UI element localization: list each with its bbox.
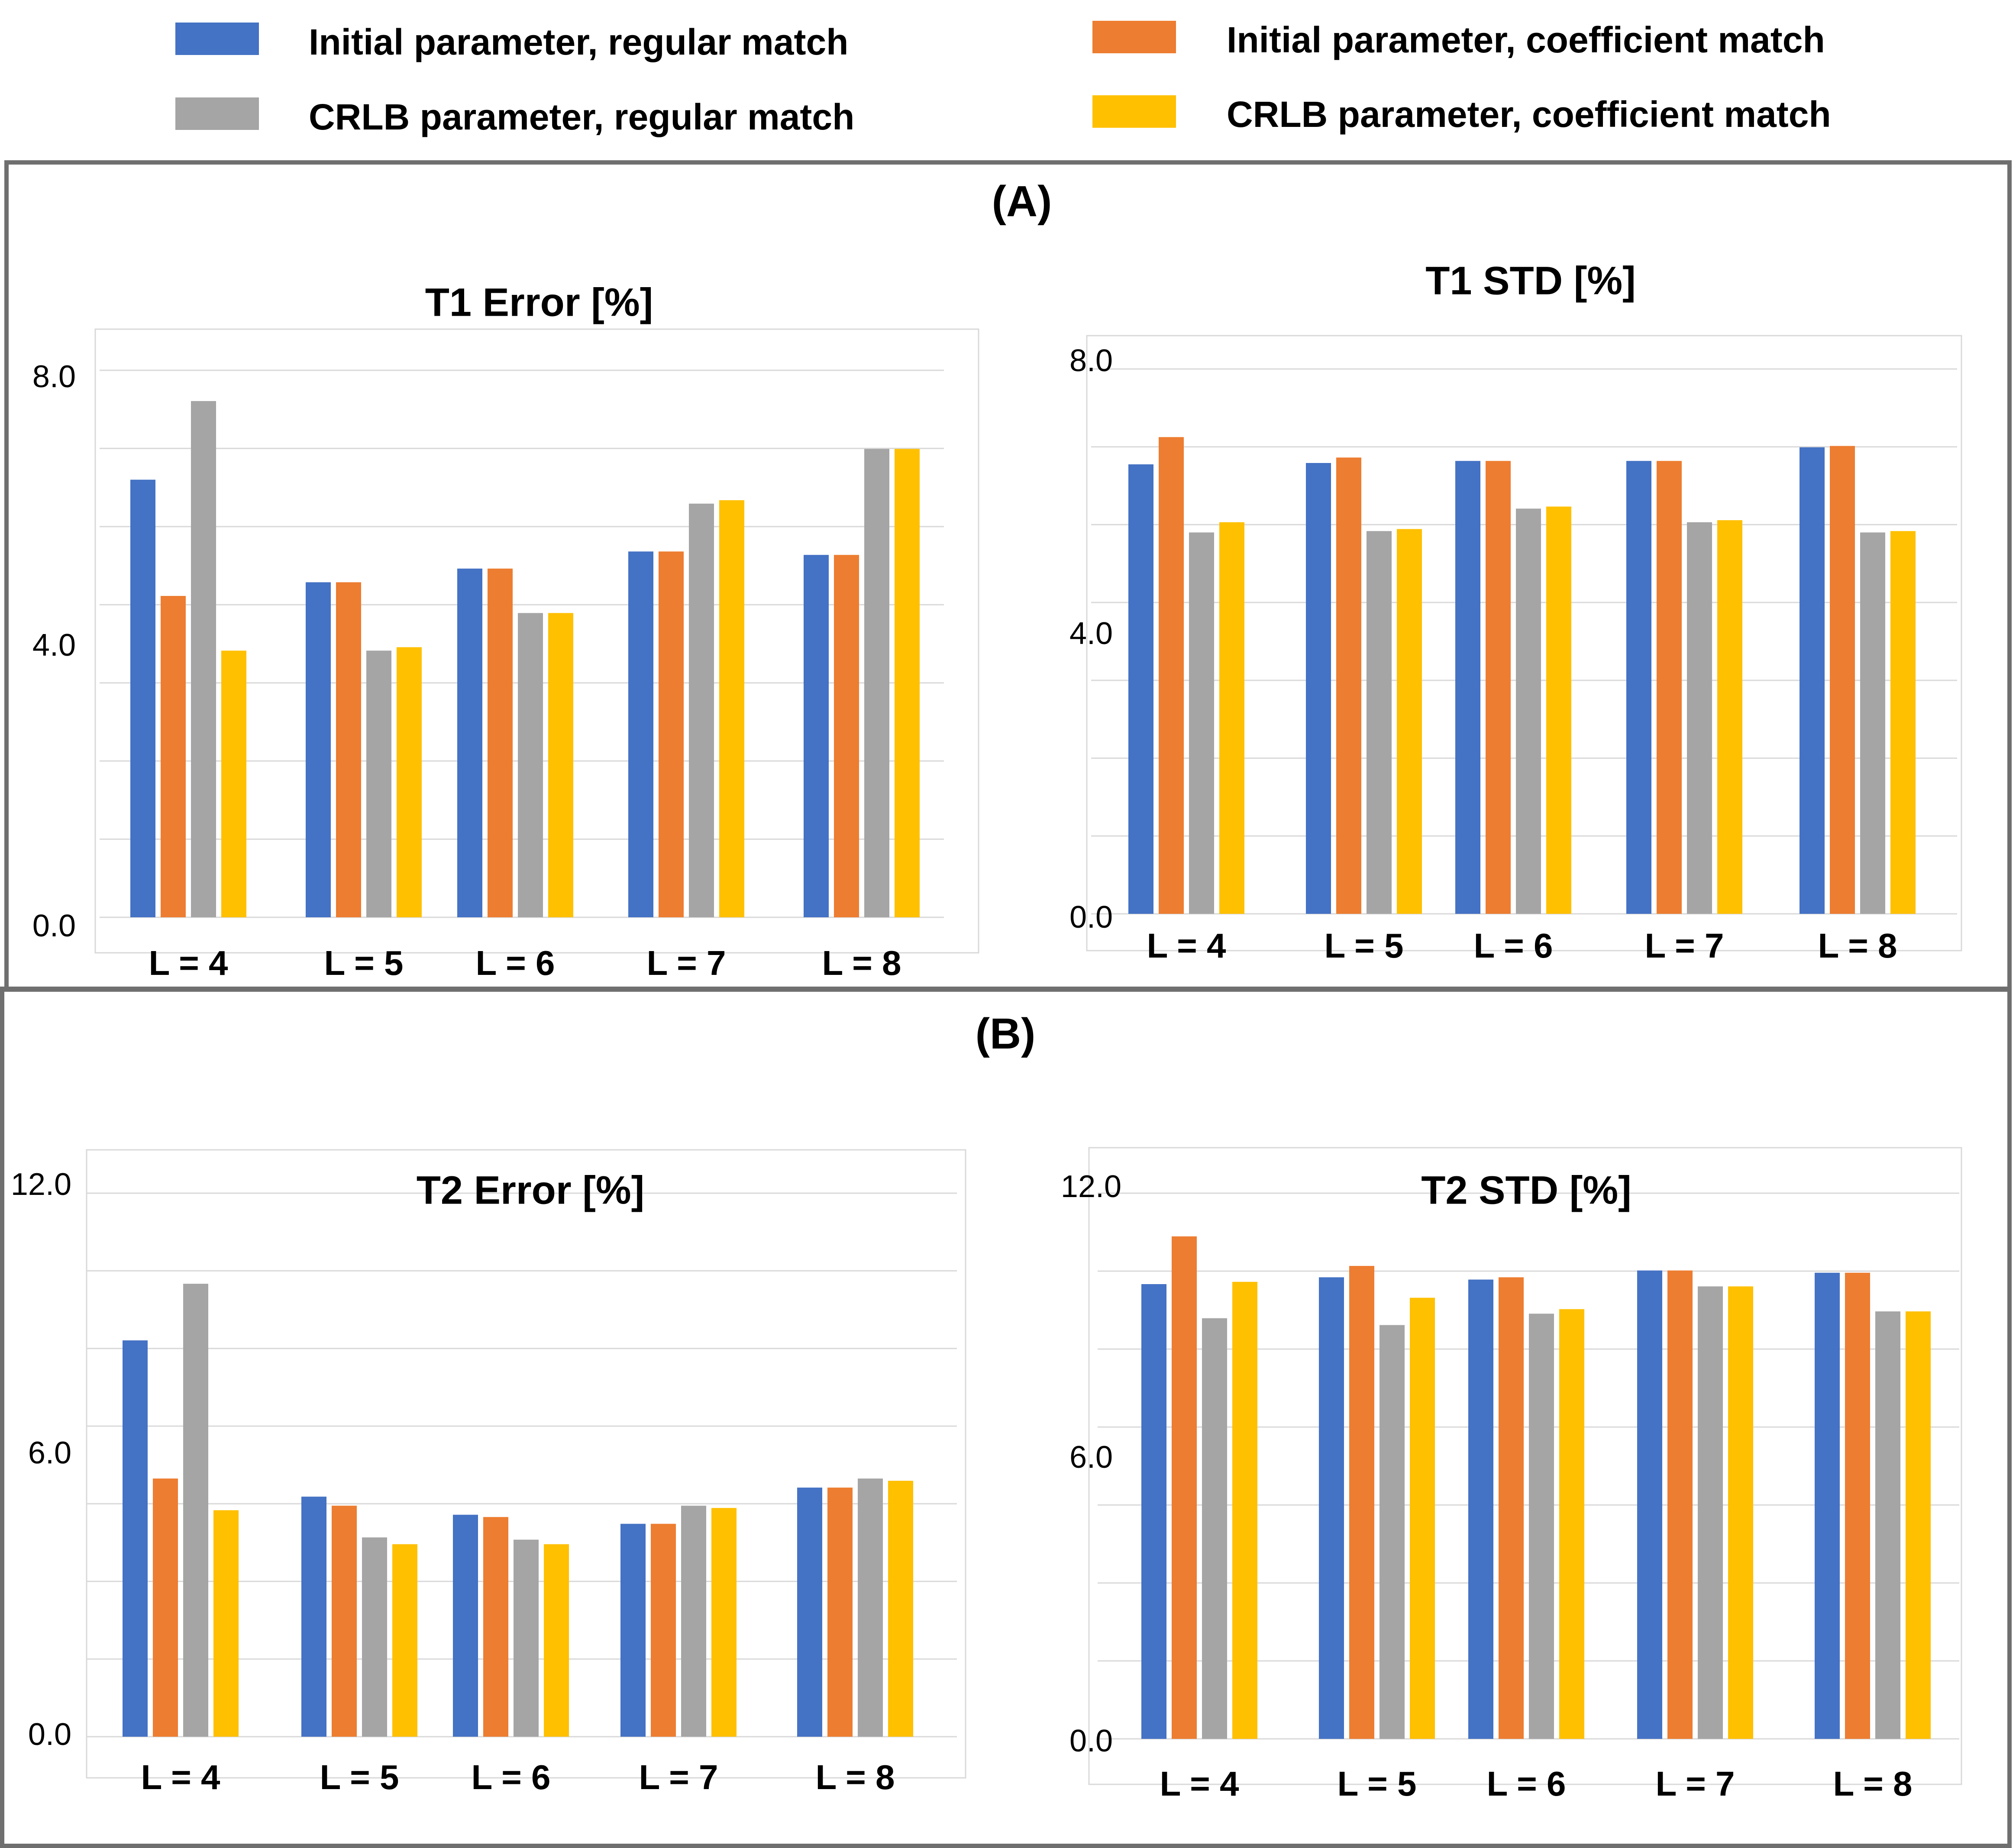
bar-initial-regular-5 bbox=[1319, 1277, 1344, 1739]
category-label: L = 6 bbox=[1486, 1764, 1566, 1803]
bar-crlb-regular-7 bbox=[1698, 1286, 1723, 1739]
bar-initial-regular-7 bbox=[1637, 1271, 1662, 1739]
bar-initial-coefficient-5 bbox=[1349, 1266, 1374, 1739]
chart-title: T2 STD [%] bbox=[1421, 1168, 1632, 1212]
bar-crlb-regular-8 bbox=[1875, 1311, 1900, 1739]
bar-crlb-coefficient-6 bbox=[1559, 1309, 1584, 1739]
bar-crlb-regular-5 bbox=[1380, 1325, 1405, 1739]
y-tick-label: 0.0 bbox=[1069, 1724, 1113, 1758]
bar-crlb-coefficient-7 bbox=[1728, 1286, 1753, 1739]
bar-initial-regular-6 bbox=[1468, 1280, 1493, 1739]
bar-crlb-regular-6 bbox=[1529, 1314, 1554, 1739]
figure: Initial parameter, regular match Initial… bbox=[0, 0, 2016, 1848]
y-tick-label: 12.0 bbox=[1061, 1169, 1121, 1204]
bar-initial-coefficient-6 bbox=[1499, 1277, 1524, 1739]
bar-crlb-regular-4 bbox=[1202, 1318, 1227, 1739]
bar-initial-coefficient-4 bbox=[1172, 1236, 1197, 1739]
bar-initial-regular-8 bbox=[1815, 1273, 1840, 1739]
bar-initial-coefficient-8 bbox=[1845, 1273, 1870, 1739]
category-label: L = 4 bbox=[1160, 1764, 1239, 1803]
bar-crlb-coefficient-5 bbox=[1410, 1298, 1435, 1739]
category-label: L = 5 bbox=[1337, 1764, 1416, 1803]
bar-initial-regular-4 bbox=[1141, 1284, 1166, 1739]
category-label: L = 7 bbox=[1655, 1764, 1735, 1803]
chart-t2-std: T2 STD [%] 0.0 6.0 12.0 L = 4 L = 5 L = 6 L = 7… bbox=[0, 0, 2016, 1848]
bar-crlb-coefficient-4 bbox=[1232, 1282, 1257, 1739]
bar-initial-coefficient-7 bbox=[1667, 1271, 1693, 1739]
y-tick-label: 6.0 bbox=[1069, 1440, 1113, 1475]
category-label: L = 8 bbox=[1833, 1764, 1912, 1803]
bar-crlb-coefficient-8 bbox=[1906, 1311, 1931, 1739]
